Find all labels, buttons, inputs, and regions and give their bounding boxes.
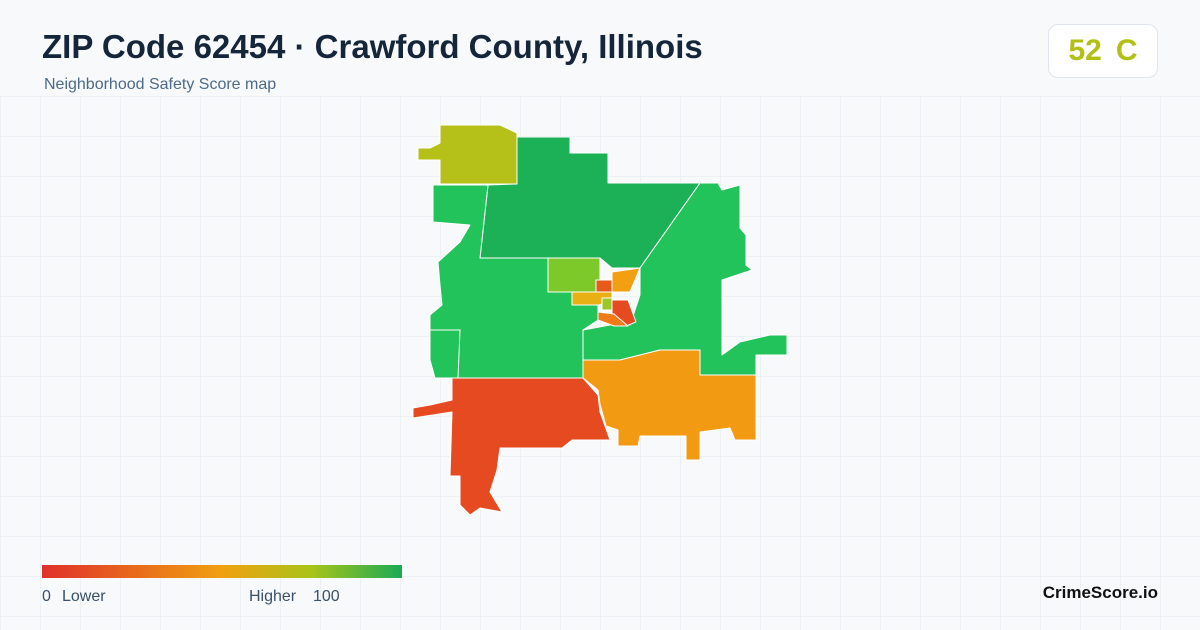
region [412,377,611,516]
legend-gradient [42,565,402,578]
legend-min-label: Lower [62,588,106,605]
region [547,257,601,293]
score-grade: C [1115,34,1138,67]
region [582,182,788,376]
region [595,279,613,293]
region [597,311,629,327]
region [611,267,641,293]
legend-max-label: Higher [249,588,297,605]
region [429,329,461,379]
legend-max: 100 [313,588,340,605]
region [417,124,518,185]
regions [412,124,788,516]
score-value: 52 [1068,34,1102,67]
region [582,349,757,461]
title: ZIP Code 62454 · Crawford County, Illino… [42,28,703,65]
score-badge: 52 C [1048,24,1158,78]
region [601,297,613,311]
legend-min: 0 [42,588,51,605]
brand: CrimeScore.io [1042,583,1158,602]
subtitle: Neighborhood Safety Score map [44,76,277,93]
